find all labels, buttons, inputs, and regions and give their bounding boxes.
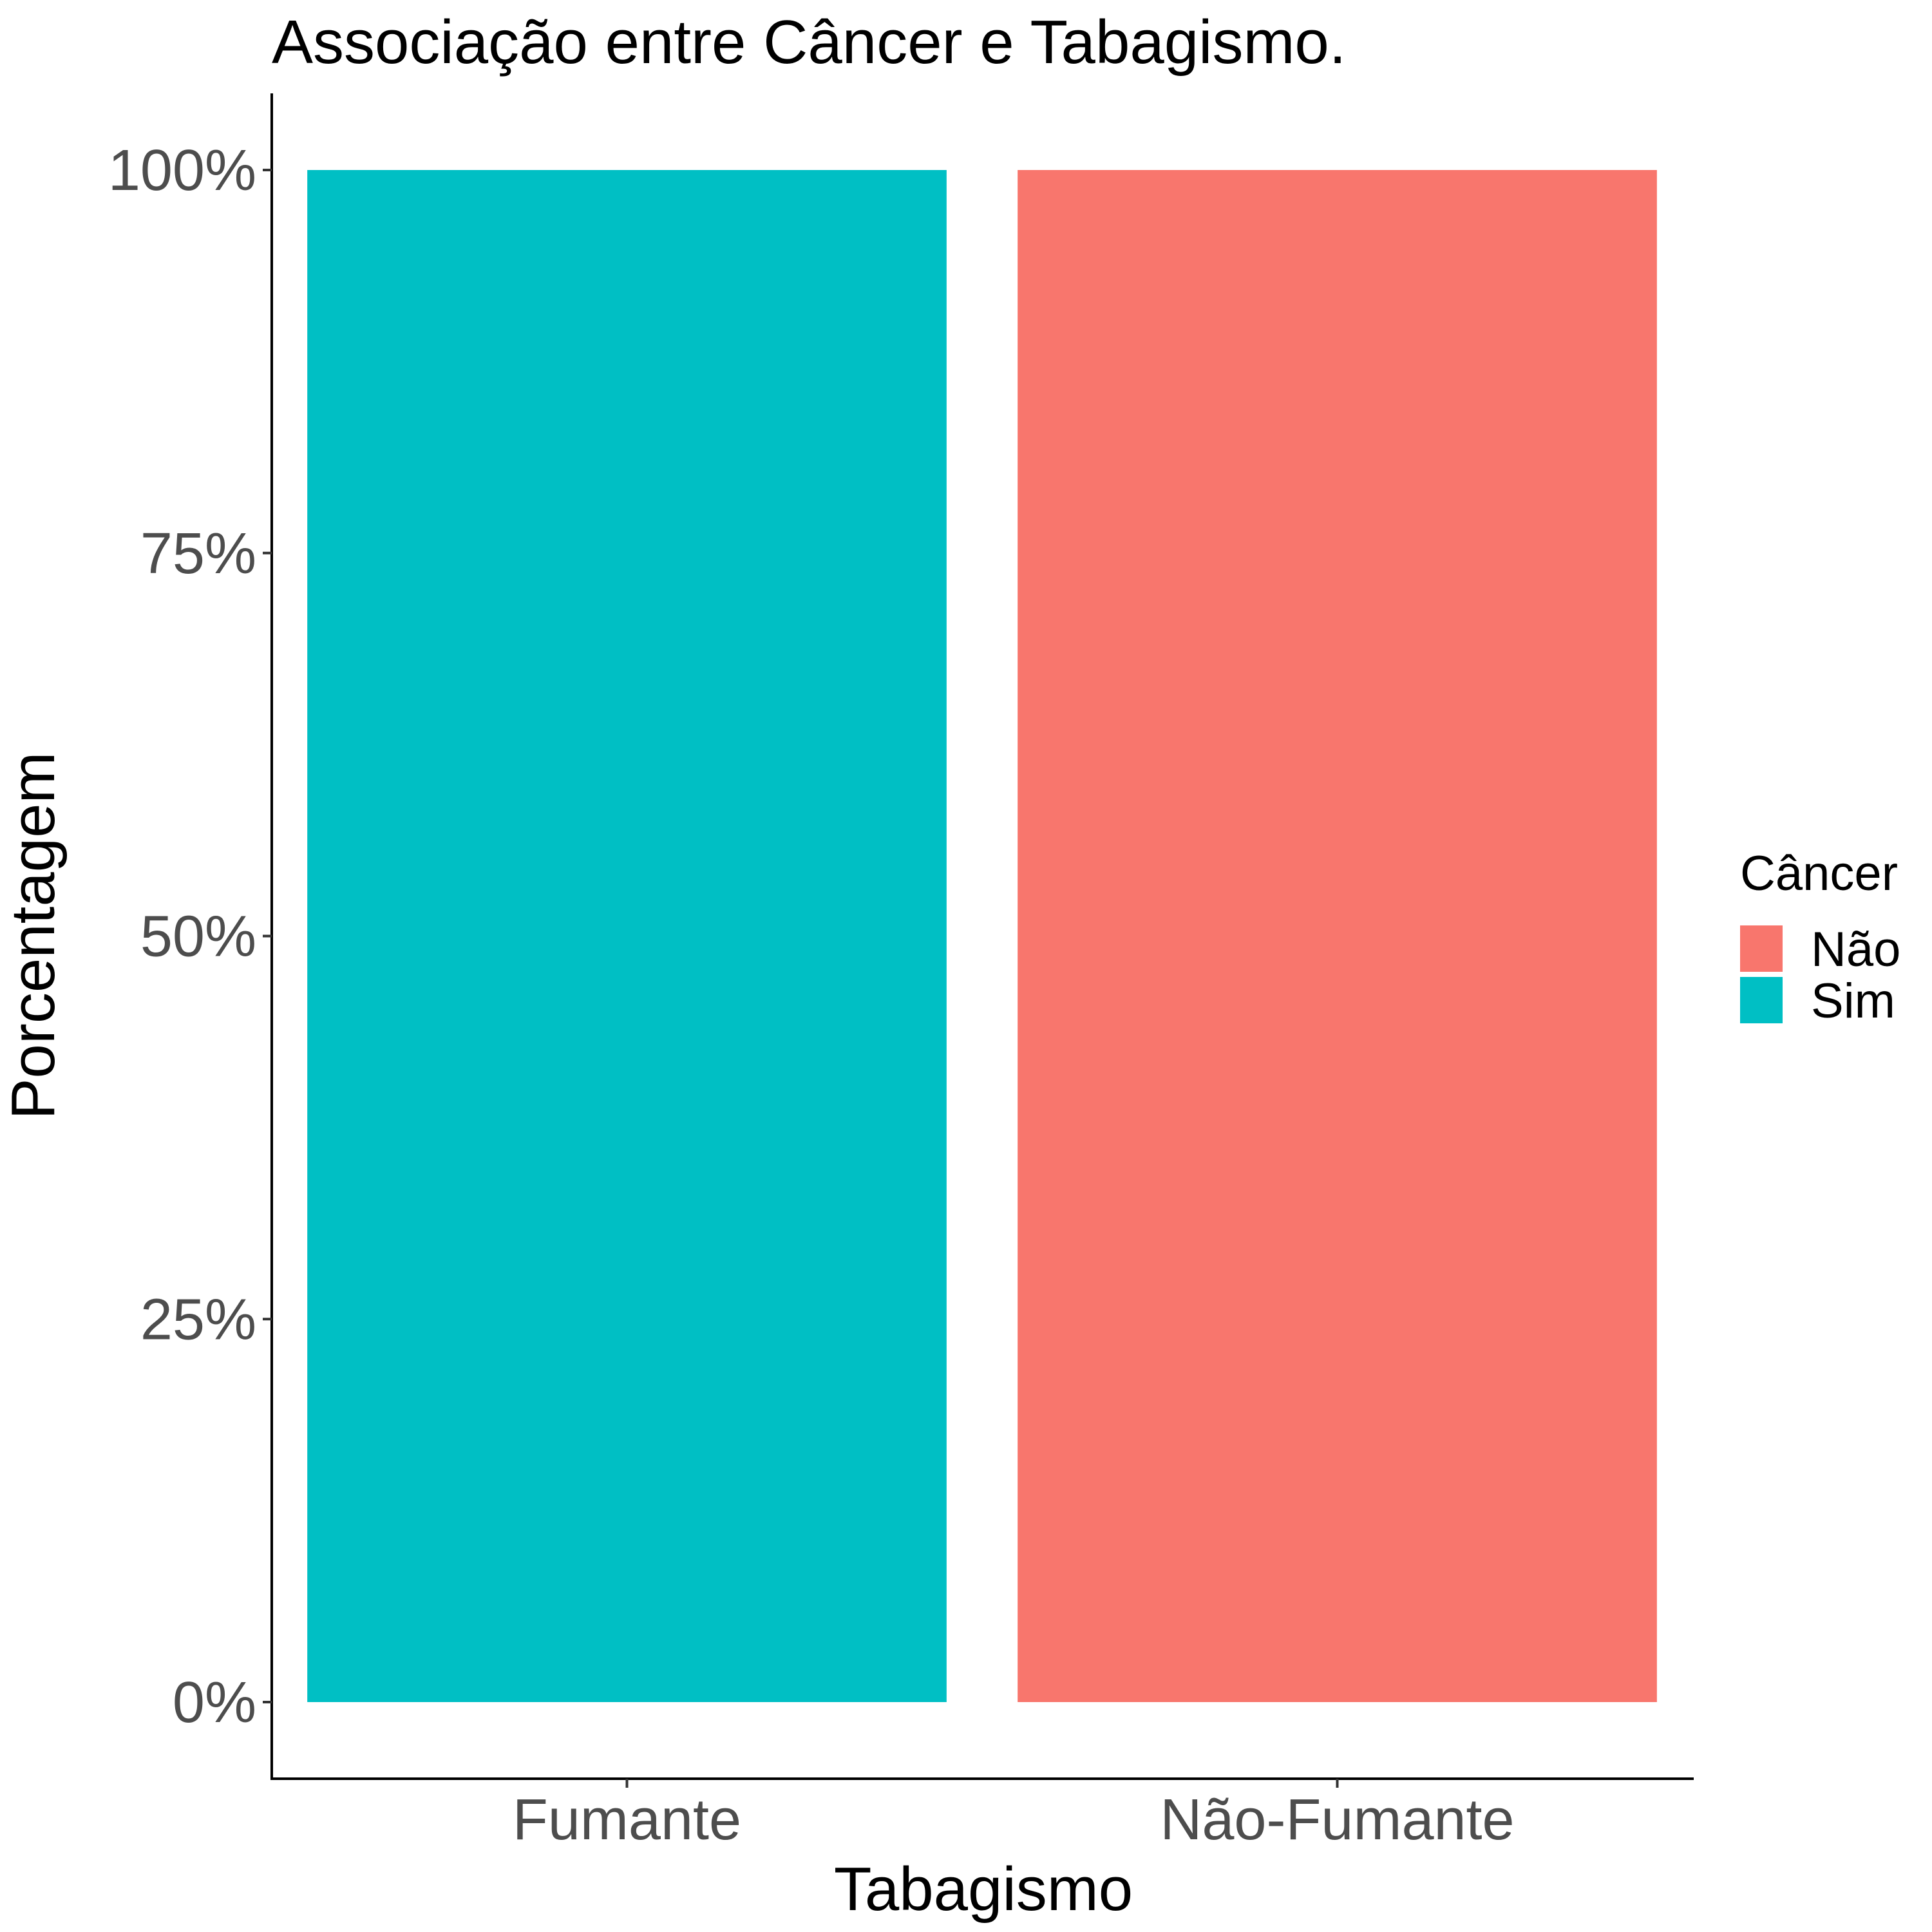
y-tick-label: 50%: [140, 905, 256, 969]
legend-label-sim: Sim: [1811, 974, 1895, 1028]
y-tick-label: 100%: [108, 138, 256, 203]
legend-label-nao: Não: [1811, 922, 1900, 977]
y-axis-ticks: 0% 25% 50% 75% 100%: [108, 138, 272, 1735]
y-tick-label: 0%: [173, 1671, 256, 1735]
x-tick-label: Fumante: [513, 1788, 741, 1852]
y-tick-label: 25%: [140, 1287, 256, 1352]
bar-nao-fumante-nao: [1018, 170, 1657, 1702]
y-tick-label: 75%: [140, 522, 256, 586]
legend-key-nao: [1740, 925, 1783, 972]
x-axis-ticks: Fumante Não-Fumante: [513, 1779, 1515, 1852]
legend-title: Câncer: [1740, 846, 1898, 901]
chart-title: Associação entre Câncer e Tabagismo.: [272, 8, 1346, 77]
y-axis-title: Porcentagem: [0, 752, 68, 1120]
x-tick-label: Não-Fumante: [1160, 1788, 1514, 1852]
legend-key-sim: [1740, 977, 1783, 1023]
bar-fumante-sim: [307, 170, 947, 1702]
x-axis-title: Tabagismo: [834, 1855, 1133, 1924]
bars-layer: [307, 170, 1657, 1702]
